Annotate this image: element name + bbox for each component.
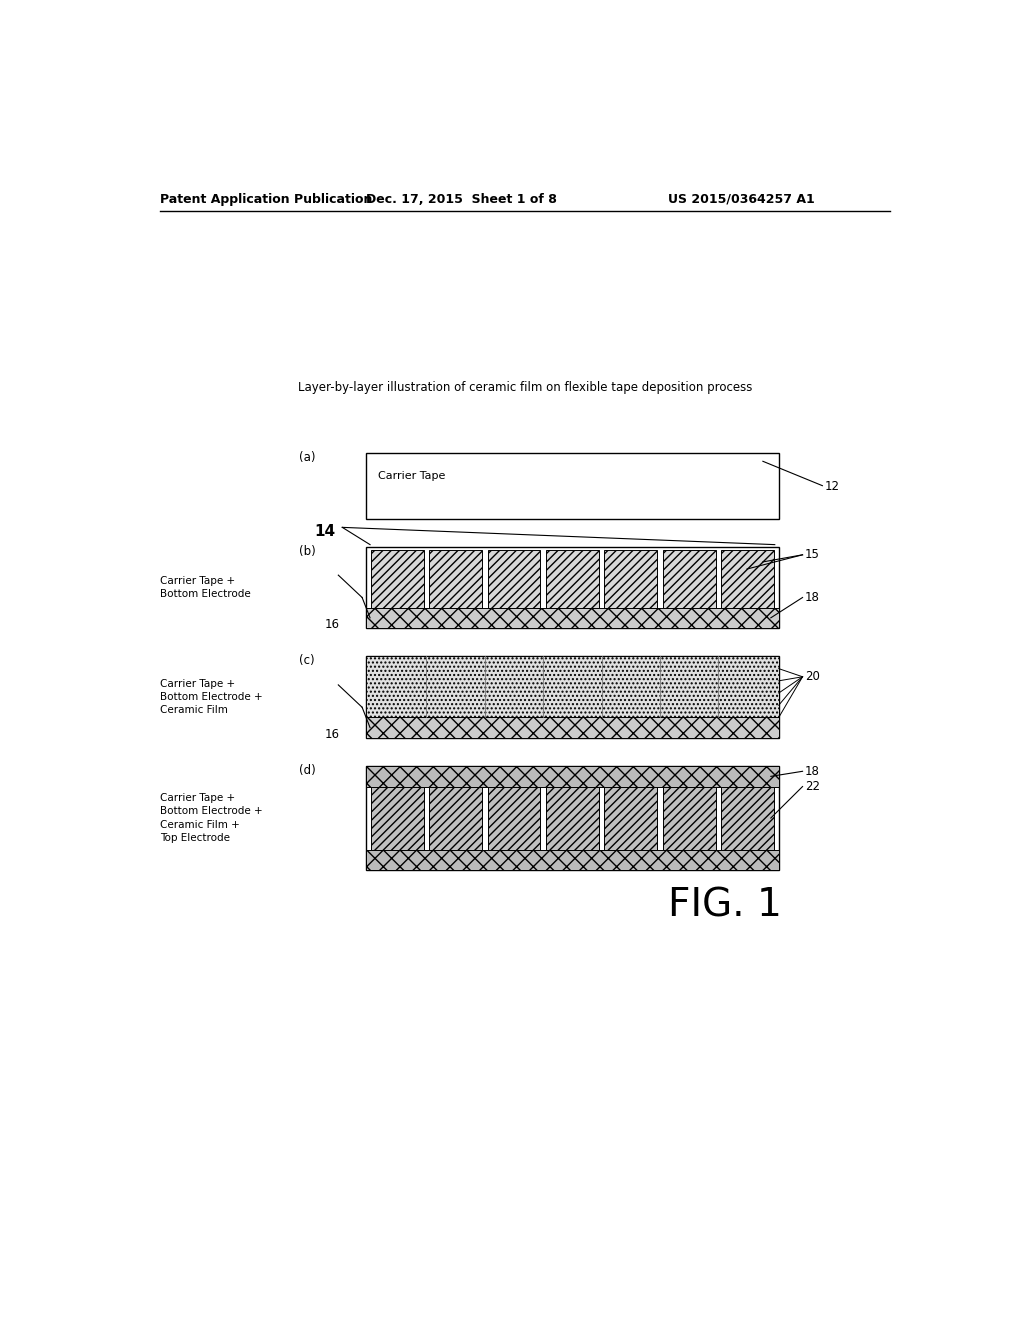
Text: (c): (c) xyxy=(299,655,314,668)
Bar xyxy=(429,549,482,607)
Bar xyxy=(367,607,778,628)
Text: 16: 16 xyxy=(325,619,340,631)
Bar xyxy=(487,549,541,607)
Bar xyxy=(371,787,424,850)
Bar xyxy=(546,549,599,607)
Text: Carrier Tape +
Bottom Electrode: Carrier Tape + Bottom Electrode xyxy=(160,576,251,599)
Bar xyxy=(604,787,657,850)
Bar xyxy=(367,656,778,718)
Bar xyxy=(546,787,599,850)
Bar xyxy=(367,656,778,738)
Text: FIG. 1: FIG. 1 xyxy=(668,887,781,924)
Bar xyxy=(367,766,778,870)
Bar xyxy=(663,787,716,850)
Text: 18: 18 xyxy=(805,591,820,605)
Text: Layer-by-layer illustration of ceramic film on flexible tape deposition process: Layer-by-layer illustration of ceramic f… xyxy=(298,380,752,393)
Text: 20: 20 xyxy=(805,671,820,684)
Text: 18: 18 xyxy=(805,764,820,777)
Bar xyxy=(371,549,424,607)
Text: Dec. 17, 2015  Sheet 1 of 8: Dec. 17, 2015 Sheet 1 of 8 xyxy=(366,193,557,206)
Bar xyxy=(721,549,774,607)
Text: Carrier Tape +
Bottom Electrode +
Ceramic Film: Carrier Tape + Bottom Electrode + Cerami… xyxy=(160,678,262,715)
Text: 15: 15 xyxy=(805,548,820,561)
Text: 14: 14 xyxy=(314,524,336,540)
Text: 12: 12 xyxy=(824,480,840,494)
Bar xyxy=(367,850,778,870)
Bar xyxy=(663,549,716,607)
Bar xyxy=(367,546,778,628)
Text: 16: 16 xyxy=(325,729,340,742)
Bar xyxy=(367,718,778,738)
Bar xyxy=(604,549,657,607)
Text: Carrier Tape: Carrier Tape xyxy=(378,471,445,482)
Bar xyxy=(429,787,482,850)
Text: Patent Application Publication: Patent Application Publication xyxy=(160,193,372,206)
Text: Carrier Tape +
Bottom Electrode +
Ceramic Film +
Top Electrode: Carrier Tape + Bottom Electrode + Cerami… xyxy=(160,793,262,843)
Bar xyxy=(367,453,778,519)
Bar xyxy=(721,787,774,850)
Bar xyxy=(487,787,541,850)
Text: 22: 22 xyxy=(805,780,820,793)
Text: US 2015/0364257 A1: US 2015/0364257 A1 xyxy=(668,193,814,206)
Bar xyxy=(367,766,778,787)
Text: (b): (b) xyxy=(299,545,315,557)
Text: (d): (d) xyxy=(299,764,315,777)
Text: (a): (a) xyxy=(299,451,315,465)
